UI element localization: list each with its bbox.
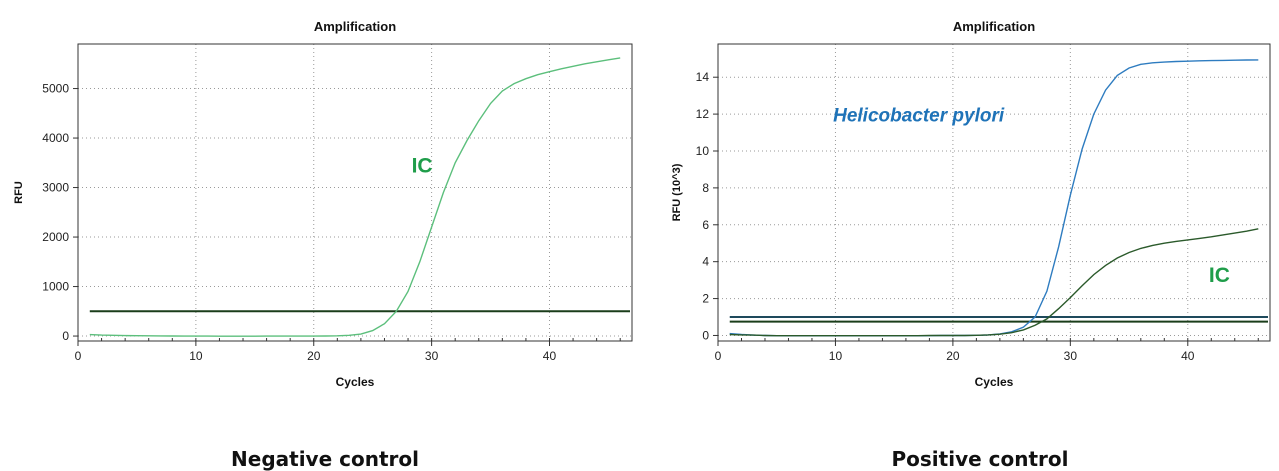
y-tick-label: 3000 [42, 181, 69, 195]
x-tick-label: 20 [307, 349, 321, 363]
y-tick-label: 12 [696, 107, 710, 121]
x-axis-label: Cycles [336, 375, 375, 389]
y-axis-label: RFU (10^3) [671, 163, 683, 221]
y-tick-label: 5000 [42, 82, 69, 96]
chart-positive-control: Amplification 0 10 20 30 40 0 2 4 6 8 10 12 14 Cycles R… [671, 19, 1271, 389]
plot-frame [77, 43, 633, 342]
y-axis-label: RFU [13, 181, 25, 204]
plot-area [718, 44, 1270, 341]
x-tick-label: 0 [715, 349, 722, 363]
x-tick-label: 10 [829, 349, 843, 363]
plot-area [78, 44, 632, 341]
caption-positive-control: Positive control [891, 447, 1069, 471]
y-tick-label: 8 [702, 181, 709, 195]
y-tick-label: 10 [696, 144, 710, 158]
x-tick-label: 20 [946, 349, 960, 363]
x-tick-label: 10 [189, 349, 203, 363]
series-annotation: IC [1209, 264, 1230, 287]
y-tick-label: 1000 [42, 280, 69, 294]
x-tick-label: 0 [75, 349, 82, 363]
series-line-ic [89, 57, 621, 337]
y-tick-label: 2 [702, 292, 709, 306]
series-annotation: IC [412, 155, 433, 178]
y-tick-label: 14 [696, 70, 710, 84]
x-tick-label: 30 [1064, 349, 1078, 363]
x-tick-label: 40 [543, 349, 557, 363]
caption-negative-control: Negative control [231, 447, 419, 471]
series-line-ic [729, 228, 1259, 337]
x-axis-label: Cycles [975, 375, 1014, 389]
chart-title: Amplification [953, 19, 1035, 34]
x-tick-label: 30 [425, 349, 439, 363]
series-annotation: Helicobacter pylori [833, 105, 1005, 126]
chart-title: Amplification [314, 19, 396, 34]
y-tick-label: 4000 [42, 131, 69, 145]
x-tick-label: 40 [1181, 349, 1195, 363]
y-tick-label: 4 [702, 255, 709, 269]
chart-negative-control: Amplification 0 10 20 30 40 0 1000 2000 3000 4000 5… [13, 19, 633, 389]
plot-frame [717, 43, 1271, 342]
y-tick-label: 0 [62, 329, 69, 343]
y-tick-label: 2000 [42, 230, 69, 244]
y-tick-label: 0 [702, 328, 709, 342]
y-tick-label: 6 [702, 218, 709, 232]
